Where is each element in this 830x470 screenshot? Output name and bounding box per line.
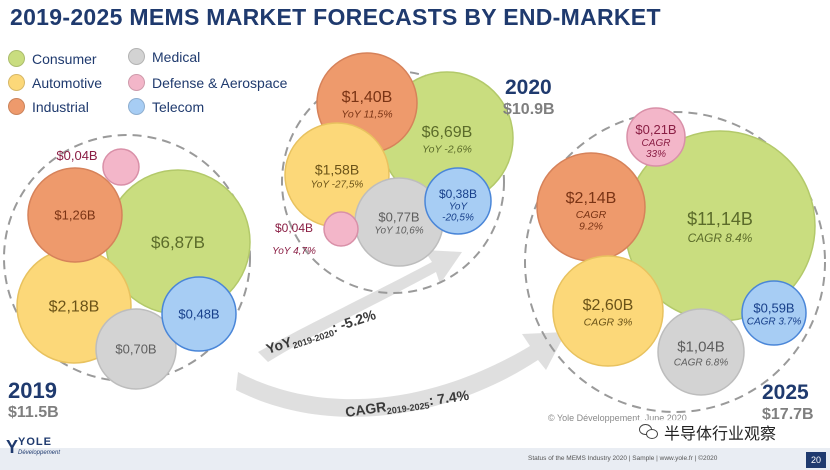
yole-logo: Y YOLE Développement xyxy=(6,436,76,466)
bubble-telecom-2020 xyxy=(424,167,492,235)
bubble-value-telecom-2025: $0,59B xyxy=(753,300,794,315)
bubble-value-consumer-2019: $6,87B xyxy=(151,233,205,252)
bubble-value-automotive-2019: $2,18B xyxy=(49,299,100,316)
watermark-text: 半导体行业观察 xyxy=(664,426,777,443)
year-total-2019: $11.5B xyxy=(8,404,59,421)
year-label-2020: 2020 xyxy=(505,76,552,99)
wechat-watermark: 半导体行业观察 xyxy=(636,420,780,444)
legend-item-industrial: Industrial xyxy=(8,98,89,115)
bubble-growth-value-defense-aerospace-2025: 33% xyxy=(646,149,666,160)
bubble-value-defense-aerospace-2020: $0,04B xyxy=(275,221,313,235)
bubble-defense-aerospace-2020 xyxy=(323,211,359,247)
logo-name: YOLE xyxy=(18,436,52,448)
group-outline-2025 xyxy=(524,111,826,413)
logo-mark: Y xyxy=(6,437,19,457)
bubble-growth-automotive-2025: CAGR 3% xyxy=(584,316,633,328)
legend-label: Automotive xyxy=(32,74,103,91)
legend-label: Industrial xyxy=(32,98,89,115)
bubble-growth-consumer-2025: CAGR 8.4% xyxy=(688,231,753,245)
arrow-label-yoy: YoY2019-2020: -5.2% xyxy=(264,306,379,359)
bubble-medical-2019 xyxy=(95,308,177,390)
legend: Consumer Automotive Industrial Medical D… xyxy=(8,48,308,118)
bubble-growth-consumer-2020: YoY -2,6% xyxy=(422,143,472,155)
copyright-text: © Yole Développement, June 2020 xyxy=(548,413,687,423)
legend-swatch xyxy=(128,98,145,115)
legend-swatch xyxy=(8,74,25,91)
bubble-growth-telecom-2020: YoY xyxy=(449,201,469,212)
bubble-value-automotive-2025: $2,60B xyxy=(583,297,634,314)
bubble-growth-telecom-2025: CAGR 3.7% xyxy=(747,317,802,328)
bubble-defense-aerospace-2025 xyxy=(626,107,686,167)
footer-bar xyxy=(0,448,830,470)
arrow-label-cagr: CAGR2019-2025: 7.4% xyxy=(344,387,471,422)
bubble-value-telecom-2019: $0,48B xyxy=(178,307,219,322)
bubble-growth-medical-2025: CAGR 6.8% xyxy=(674,358,729,369)
bubble-industrial-2025 xyxy=(536,152,646,262)
legend-label: Defense & Aerospace xyxy=(152,74,288,91)
wechat-icon xyxy=(639,424,659,440)
bubble-value-industrial-2020: $1,40B xyxy=(342,89,393,106)
legend-item-medical: Medical xyxy=(128,48,200,65)
bubble-value-defense-aerospace-2025: $0,21B xyxy=(635,122,676,137)
yoy-arrow xyxy=(258,250,462,362)
page-title: 2019-2025 MEMS MARKET FORECASTS BY END-M… xyxy=(10,4,661,30)
logo-subtitle: Développement xyxy=(18,450,61,456)
group-outline-2019 xyxy=(3,134,251,382)
bubble-growth-value-industrial-2025: 9.2% xyxy=(579,221,603,233)
bubble-value-medical-2019: $0,70B xyxy=(115,342,156,357)
bubble-value-industrial-2025: $2,14B xyxy=(566,190,617,207)
bubble-value-industrial-2019: $1,26B xyxy=(54,208,95,223)
legend-swatch xyxy=(128,74,145,91)
bubble-growth-value-telecom-2020: -20,5% xyxy=(442,212,474,223)
year-total-2025: $17.7B xyxy=(762,406,814,423)
legend-item-consumer: Consumer xyxy=(8,50,97,67)
legend-label: Medical xyxy=(152,48,201,65)
bubble-value-telecom-2020: $0,38B xyxy=(439,187,477,201)
legend-label: Telecom xyxy=(152,98,205,115)
bubble-growth-medical-2020: YoY 10,6% xyxy=(374,226,423,237)
page-number: 20 xyxy=(806,452,826,468)
bubble-value-consumer-2020: $6,69B xyxy=(422,124,473,141)
year-label-2025: 2025 xyxy=(762,381,809,404)
bubble-growth-industrial-2020: YoY 11,5% xyxy=(341,108,392,120)
legend-swatch xyxy=(8,98,25,115)
bubble-value-medical-2025: $1,04B xyxy=(677,338,725,355)
bubble-growth-industrial-2025: CAGR xyxy=(576,209,607,221)
bubble-telecom-2019 xyxy=(161,276,237,352)
bubble-value-consumer-2025: $11,14B xyxy=(687,209,753,229)
group-outline-2020 xyxy=(281,70,505,294)
year-label-2019: 2019 xyxy=(8,378,57,403)
bubble-value-medical-2020: $0,77B xyxy=(378,209,419,224)
year-total-2020: $10.9B xyxy=(503,101,555,118)
bubble-automotive-2025 xyxy=(552,255,664,367)
legend-item-automotive: Automotive xyxy=(8,74,102,91)
legend-item-defense-aerospace: Defense & Aerospace xyxy=(128,74,287,91)
legend-item-telecom: Telecom xyxy=(128,98,204,115)
legend-swatch xyxy=(128,48,145,65)
footer-text: Status of the MEMS Industry 2020 | Sampl… xyxy=(528,455,718,462)
bubble-value-defense-aerospace-2019: $0,04B xyxy=(56,148,97,163)
bubble-industrial-2019 xyxy=(27,167,123,263)
legend-swatch xyxy=(8,50,25,67)
legend-label: Consumer xyxy=(32,50,97,67)
bubble-telecom-2025 xyxy=(741,280,807,346)
bubble-growth-defense-aerospace-2025: CAGR xyxy=(642,138,671,149)
bubble-growth-defense-aerospace-2020: YoY 4,7% xyxy=(272,246,316,257)
bubble-defense-aerospace-2019 xyxy=(102,148,140,186)
cagr-arrow xyxy=(236,332,566,417)
bubble-value-automotive-2020: $1,58B xyxy=(315,161,359,177)
bubble-growth-automotive-2020: YoY -27,5% xyxy=(311,180,364,191)
bubble-medical-2025 xyxy=(657,308,745,396)
